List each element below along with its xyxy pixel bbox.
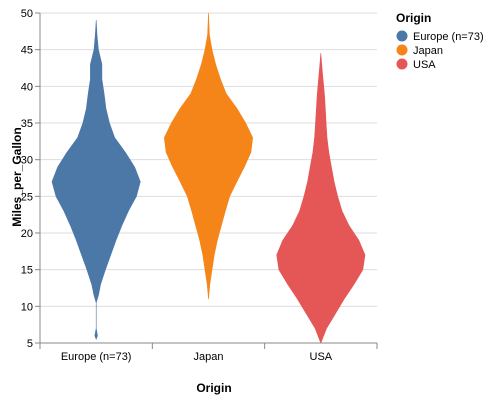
legend-label: USA <box>413 59 436 71</box>
y-tick-label: 10 <box>21 301 33 313</box>
y-tick-label: 50 <box>21 8 33 20</box>
y-tick-label: 45 <box>21 45 33 57</box>
x-tick-label: Europe (n=73) <box>61 351 132 363</box>
y-axis-ticks: 5 10 15 20 25 30 35 40 45 50 <box>21 8 40 350</box>
y-tick-label: 40 <box>21 81 33 93</box>
y-tick-label: 5 <box>27 338 33 350</box>
y-tick-label: 20 <box>21 228 33 240</box>
x-axis-title: Origin <box>196 381 231 395</box>
x-tick-label: Japan <box>194 351 224 363</box>
x-tick-label: USA <box>310 351 333 363</box>
x-axis-ticks: Europe (n=73) Japan USA <box>39 343 378 363</box>
legend: Origin Europe (n=73) Japan USA <box>396 11 484 71</box>
legend-label: Japan <box>413 45 443 57</box>
legend-title: Origin <box>396 11 431 25</box>
violin-usa <box>276 53 366 344</box>
legend-label: Europe (n=73) <box>413 31 484 43</box>
legend-swatch <box>396 30 408 42</box>
violins <box>51 12 366 344</box>
y-tick-label: 15 <box>21 265 33 277</box>
legend-swatch <box>396 44 408 56</box>
y-tick-label: 30 <box>21 155 33 167</box>
y-tick-label: 25 <box>21 191 33 203</box>
axes <box>39 13 377 344</box>
y-axis-title: Miles_per_Gallon <box>10 127 24 226</box>
violin-europe-n-73 <box>51 20 141 340</box>
violin-japan <box>164 12 253 300</box>
y-tick-label: 35 <box>21 118 33 130</box>
legend-swatch <box>396 58 408 70</box>
